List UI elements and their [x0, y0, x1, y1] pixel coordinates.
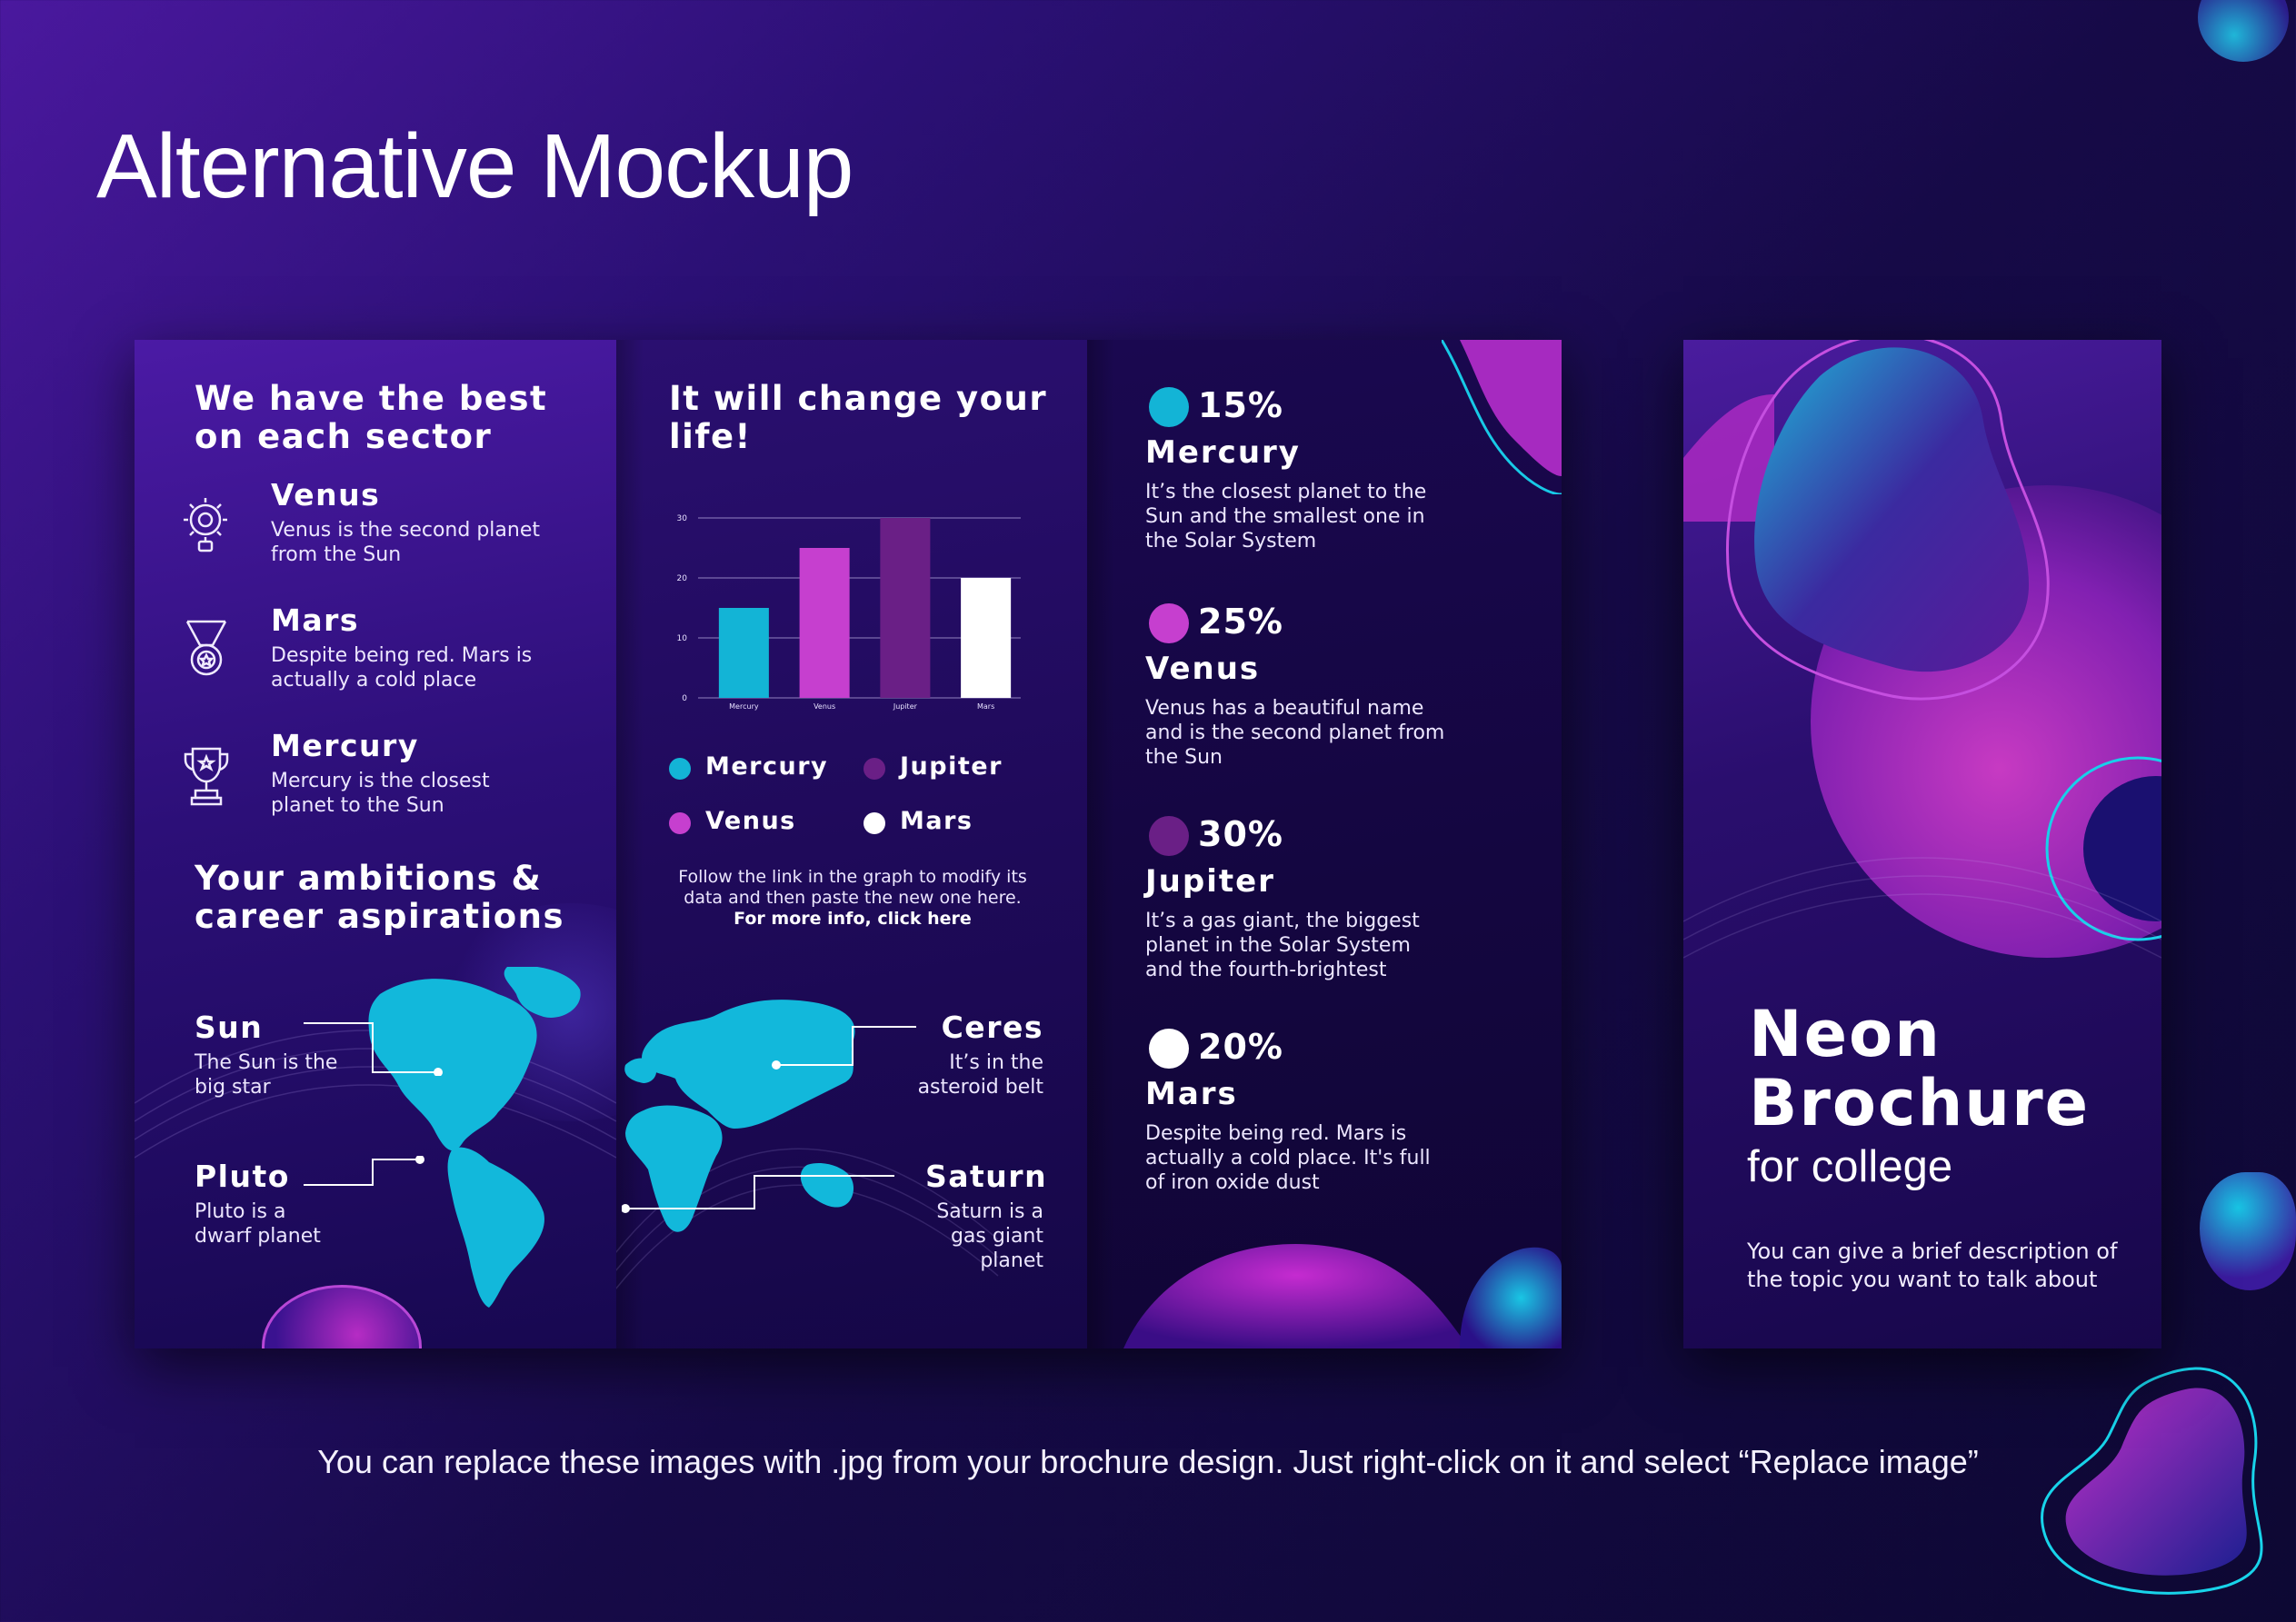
- map-label-desc: It’s in the asteroid belt: [917, 1051, 1043, 1099]
- map-label-title: Pluto: [195, 1159, 290, 1194]
- map-label-title: Saturn: [925, 1159, 1048, 1194]
- chart-note-line: data and then paste the new one here.: [684, 888, 1022, 908]
- brochure-cover[interactable]: Neon Brochure for college You can give a…: [1683, 340, 2161, 1348]
- stat-percent: 15%: [1198, 385, 1283, 425]
- connector-line: [304, 1022, 443, 1076]
- map-label-desc: Saturn is a gas giant planet: [936, 1200, 1043, 1272]
- brochure-panel-left: We have the best on each sector Venus Ve…: [135, 340, 616, 1348]
- brochure-panel-right: 15% Mercury It’s the closest planet to t…: [1087, 340, 1562, 1348]
- cover-title-line: Brochure: [1749, 1066, 2091, 1140]
- stat-name: Venus: [1145, 651, 1261, 687]
- stat-name: Jupiter: [1145, 863, 1275, 900]
- legend-label: Mercury: [705, 752, 829, 781]
- sector-item-title: Mercury: [271, 728, 419, 763]
- chart-bar-jupiter[interactable]: [880, 518, 931, 698]
- legend-dot-jupiter: [863, 758, 885, 780]
- chart-note-line: Follow the link in the graph to modify i…: [678, 867, 1027, 887]
- chart-xtick-label: Jupiter: [893, 702, 918, 711]
- decorative-arcs: [135, 1030, 616, 1159]
- connector-line: [772, 1026, 916, 1070]
- decorative-blob-cover: [1683, 340, 2161, 959]
- stat-name: Mercury: [1145, 434, 1301, 471]
- chart-bar-venus[interactable]: [799, 548, 850, 698]
- decorative-blob-bottom: [1123, 1243, 1562, 1348]
- stat-dot-mars: [1149, 1029, 1189, 1069]
- decorative-blob-right: [2200, 1172, 2296, 1290]
- chart-ytick-label: 0: [682, 694, 687, 703]
- decorative-blob-bottom-right: [2041, 1367, 2263, 1595]
- decorative-blob-top: [1442, 340, 1562, 494]
- decorative-arcs: [616, 1148, 999, 1290]
- decorative-blob-top-right: [2198, 0, 2289, 62]
- legend-label: Venus: [705, 807, 796, 835]
- sector-item-title: Venus: [271, 477, 381, 512]
- map-label-desc: Pluto is a dwarf planet: [195, 1200, 321, 1248]
- stat-dot-venus: [1149, 603, 1189, 643]
- stat-percent: 25%: [1198, 602, 1283, 642]
- map-label-title: Sun: [195, 1010, 264, 1045]
- legend-dot-mars: [863, 812, 885, 834]
- sector-item-desc: Mercury is the closest planet to the Sun: [271, 770, 490, 817]
- legend-label: Jupiter: [900, 752, 1003, 781]
- chart-ytick-label: 20: [677, 574, 688, 583]
- stat-desc: Despite being red. Mars is actually a co…: [1145, 1122, 1431, 1194]
- medal-icon: [185, 620, 227, 676]
- brochure-inside-spread[interactable]: We have the best on each sector Venus Ve…: [135, 340, 1562, 1348]
- stat-dot-jupiter: [1149, 816, 1189, 856]
- stat-desc: It’s the closest planet to the Sun and t…: [1145, 481, 1427, 552]
- footer-note: You can replace these images with .jpg f…: [317, 1443, 1979, 1480]
- panel2-heading: It will change your life!: [669, 379, 1048, 456]
- fold-shadow: [1087, 340, 1114, 1348]
- bar-chart[interactable]: 0 10 20 30 Mercury Venus Jupiter Mars: [662, 503, 1034, 731]
- chart-ytick-label: 10: [677, 634, 688, 643]
- stat-desc: It’s a gas giant, the biggest planet in …: [1145, 910, 1420, 981]
- lightbulb-gear-icon: [184, 498, 227, 552]
- brochure-panel-middle: It will change your life! 0 10 20 30 Mercury…: [616, 340, 1087, 1348]
- world-map-eurasia-africa: [624, 1000, 855, 1232]
- sector-item-desc: Venus is the second planet from the Sun: [271, 519, 541, 566]
- sector-item-title: Mars: [271, 602, 360, 638]
- cover-title: Neon Brochure: [1749, 1000, 2090, 1138]
- connector-line: [622, 1175, 894, 1213]
- stat-desc: Venus has a beautiful name and is the se…: [1145, 697, 1445, 769]
- sector-item-desc: Despite being red. Mars is actually a co…: [271, 644, 533, 692]
- world-map-americas: [368, 967, 581, 1308]
- chart-ytick-label: 30: [677, 514, 688, 523]
- chart-xtick-label: Mercury: [729, 702, 759, 711]
- panel1-heading-ambitions: Your ambitions & career aspirations: [195, 859, 564, 936]
- trophy-icon: [184, 747, 229, 806]
- stat-name: Mars: [1145, 1076, 1238, 1112]
- connector-line: [304, 1156, 424, 1186]
- cover-subtitle: for college: [1747, 1142, 1953, 1191]
- chart-note: Follow the link in the graph to modify i…: [644, 867, 1062, 930]
- cover-title-line: Neon: [1749, 997, 1942, 1071]
- fold-shadow: [616, 340, 644, 1348]
- legend-dot-venus: [669, 812, 691, 834]
- page-title: Alternative Mockup: [96, 115, 854, 217]
- chart-xtick-label: Mars: [977, 702, 994, 711]
- panel1-heading: We have the best on each sector: [195, 379, 548, 456]
- chart-xtick-label: Venus: [814, 702, 835, 711]
- legend-label: Mars: [900, 807, 973, 835]
- map-label-desc: The Sun is the big star: [195, 1051, 338, 1099]
- stat-percent: 30%: [1198, 814, 1283, 854]
- stat-percent: 20%: [1198, 1027, 1283, 1067]
- chart-bar-mercury[interactable]: [718, 608, 769, 698]
- cover-description: You can give a brief description of the …: [1747, 1239, 2118, 1292]
- stat-dot-mercury: [1149, 387, 1189, 427]
- legend-dot-mercury: [669, 758, 691, 780]
- more-info-link[interactable]: For more info, click here: [734, 909, 972, 929]
- map-label-title: Ceres: [941, 1010, 1043, 1045]
- chart-bar-mars[interactable]: [961, 578, 1012, 698]
